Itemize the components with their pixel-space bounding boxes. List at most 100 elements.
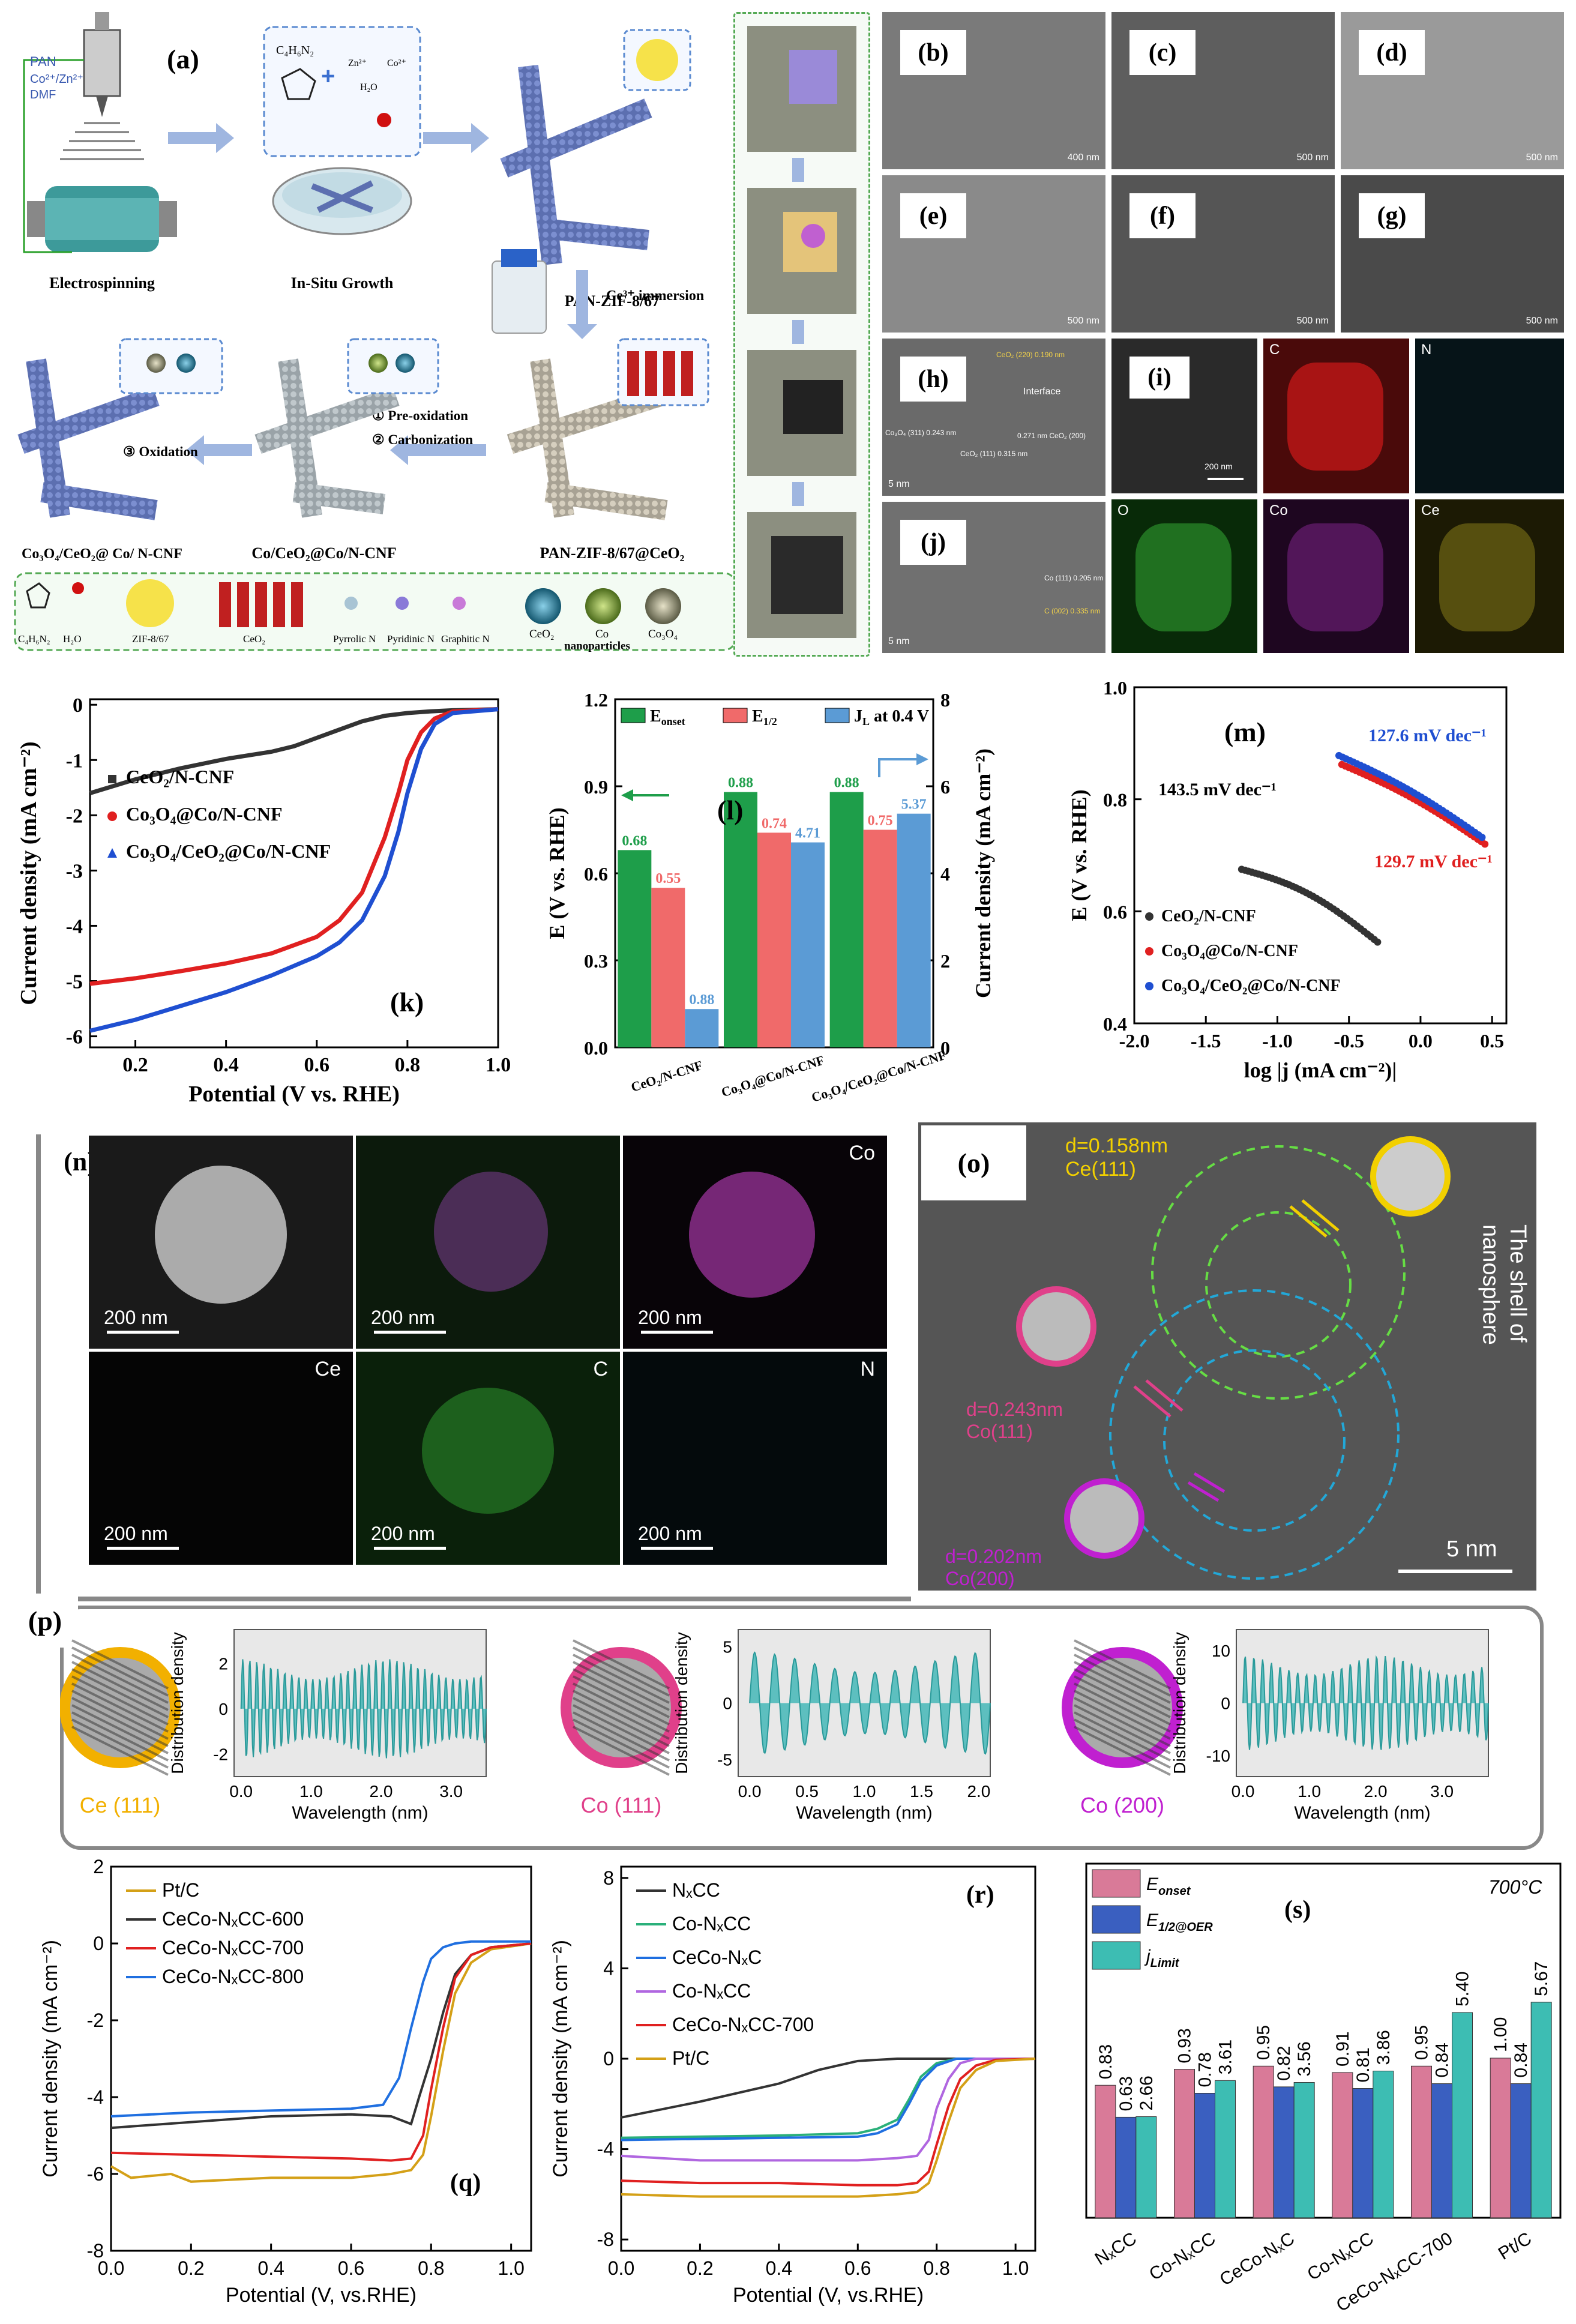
- scale-c: 500 nm: [1296, 152, 1329, 163]
- p-fringe: [71, 1639, 169, 1690]
- s-bar: [1373, 2071, 1394, 2218]
- m-ytick-label: 0.4: [1103, 1013, 1127, 1035]
- pan-zif-ceo2-label: PAN-ZIF-8/67@CeO₂: [540, 544, 685, 562]
- ce-immersion-label: Ce³⁺ immersion: [606, 288, 704, 304]
- pan-zif-ceo2-fibers: PAN-ZIF-8/67@CeO₂: [507, 338, 709, 562]
- p-ylabel: Distribution density: [168, 1632, 187, 1774]
- m-legend-entry: Co₃O₄/CeO₂@Co/N-CNF: [1161, 977, 1341, 995]
- p-fringe: [573, 1697, 670, 1747]
- svg-q-ylabel: Current density (mA cm⁻²): [39, 1940, 62, 2178]
- o-label-co111: d=0.243nm Co(111): [966, 1398, 1063, 1443]
- h-label-co3o4: Co₃O₄ (311) 0.243 nm: [885, 429, 957, 437]
- svg-r-legend-entry: Pt/C: [672, 2047, 709, 2069]
- k-xtick-label: 0.4: [213, 1054, 239, 1076]
- l-ytick-left-label: 0.9: [584, 776, 608, 798]
- j-label-co111: Co (111) 0.205 nm: [1044, 574, 1104, 582]
- s-category-label: CeCo-NₓC: [1217, 2229, 1298, 2290]
- svg-q-ytick-label: 0: [93, 1933, 104, 1954]
- map-n-ce: Ce: [314, 1358, 341, 1380]
- map-n: N: [1415, 339, 1564, 493]
- svg-q-xlabel: Potential (V, vs.RHE): [226, 2284, 417, 2307]
- arrow-icon: [168, 123, 234, 153]
- o-shell-2: nanosphere: [1478, 1224, 1503, 1345]
- k-ytick-label: -5: [66, 971, 83, 993]
- o-ce-plane: Ce(111): [1065, 1158, 1136, 1181]
- scale-e: 500 nm: [1067, 316, 1099, 326]
- s-legend-entry: E1/2@OER: [1146, 1910, 1213, 1934]
- p-ytick-label: 10: [1212, 1642, 1230, 1660]
- k-xlabel: Potential (V vs. RHE): [188, 1082, 400, 1107]
- panel-label-e: (e): [900, 193, 966, 238]
- panel-label-g: (g): [1359, 193, 1425, 238]
- l-ytick-left-label: 0.3: [584, 950, 608, 972]
- p-profile-line: [749, 1651, 991, 1755]
- l-legend-swatch: [825, 708, 850, 723]
- k-axes: [89, 698, 499, 1049]
- legend-co: Co: [595, 628, 609, 640]
- p-fringe: [71, 1690, 169, 1740]
- panel-o: (o) d=0.158nm Ce(111) d=0.243nm Co(111) d=…: [918, 1122, 1536, 1591]
- reagent-zn: Zn²⁺: [348, 58, 367, 68]
- s-bar-label: 0.84: [1511, 2043, 1531, 2077]
- sem-image-f: (f) 500 nm: [1111, 175, 1335, 333]
- step-oxidation: ③ Oxidation: [123, 444, 198, 459]
- m-xtick-label: -1.0: [1262, 1030, 1293, 1052]
- p-ytick-label: 0: [723, 1694, 732, 1713]
- k-xtick-label: 0.6: [304, 1054, 330, 1076]
- l-ylabel-left: E (V vs. RHE): [545, 807, 569, 939]
- svg-q-xtick-label: 0.8: [418, 2257, 444, 2279]
- scale-b: 400 nm: [1067, 152, 1099, 163]
- map-label-c: C: [1269, 342, 1280, 358]
- s-bar-label: 3.61: [1216, 2040, 1236, 2074]
- reagent-h2o: H₂O: [360, 82, 377, 92]
- l-legend-entry: E1/2: [752, 707, 777, 727]
- scale-d: 500 nm: [1526, 152, 1558, 163]
- panel-label-h: (h): [900, 357, 966, 402]
- k-ytick-label: -4: [66, 915, 83, 938]
- p-fft-label: Co (111): [581, 1793, 662, 1817]
- arrow-down-icon: [792, 158, 804, 182]
- s-category-label: Co-NₓCC: [1304, 2229, 1377, 2284]
- k-legend-entry: Co₃O₄@Co/N-CNF: [126, 803, 282, 825]
- l-bar: [618, 850, 652, 1047]
- scale-n-5: 200 nm: [371, 1523, 435, 1544]
- co-ceo2-label: Co/CeO₂@Co/N-CNF: [251, 544, 396, 562]
- svg-r-xtick-label: 0.6: [844, 2257, 871, 2279]
- ce-immersion-step: Ce³⁺ immersion: [492, 249, 704, 339]
- svg-q-xtick-label: 0.0: [98, 2257, 124, 2279]
- p-fringe: [1074, 1697, 1171, 1747]
- s-bar-label: 3.86: [1374, 2030, 1394, 2065]
- legend-pyridinic: Pyridinic N: [387, 633, 435, 645]
- l-bar-label: 0.74: [762, 816, 787, 831]
- o-co111-d: d=0.243nm: [966, 1398, 1063, 1420]
- p-fringe: [573, 1661, 670, 1711]
- p-xtick-label: 2.0: [967, 1782, 990, 1801]
- co3o4-ceo2-fibers: Co₃O₄/CeO₂@ Co/ N-CNF: [17, 338, 223, 562]
- k-legend-marker: [107, 811, 117, 821]
- k-legend-entry: CeO₂/N-CNF: [126, 766, 234, 787]
- svg-q-panel-label: (q): [450, 2169, 481, 2197]
- p-fringe: [71, 1668, 169, 1718]
- svg-r-ytick-label: 8: [603, 1867, 614, 1889]
- legend-ligand: C₄H₆N₂: [18, 633, 50, 645]
- p-fft-label: Co (200): [1080, 1793, 1164, 1817]
- panel-label-i: (i): [1129, 357, 1190, 399]
- s-bar: [1115, 2116, 1137, 2218]
- step-carbonization: ② Carbonization: [372, 432, 473, 447]
- p-fringe: [71, 1718, 169, 1769]
- p-ylabel: Distribution density: [672, 1632, 691, 1774]
- p-fft-label: Ce (111): [80, 1793, 161, 1817]
- m-legend-entry: CeO₂/N-CNF: [1161, 907, 1256, 926]
- p-ylabel: Distribution density: [1170, 1632, 1189, 1774]
- m-xtick-label: 0.0: [1409, 1030, 1433, 1052]
- co-map: Co 200 nm: [623, 1136, 887, 1349]
- s-legend-swatch: [1092, 1869, 1141, 1898]
- svg-r-ytick-label: -4: [597, 2139, 614, 2160]
- arrow-down-icon: [792, 320, 804, 344]
- l-bar: [897, 813, 931, 1047]
- ce-map: Ce 200 nm: [89, 1352, 353, 1565]
- syringe-label-dmf: DMF: [30, 88, 56, 101]
- s-bar-label: 0.93: [1175, 2028, 1195, 2063]
- scale-j: 5 nm: [888, 636, 910, 646]
- s-bar: [1293, 2082, 1315, 2218]
